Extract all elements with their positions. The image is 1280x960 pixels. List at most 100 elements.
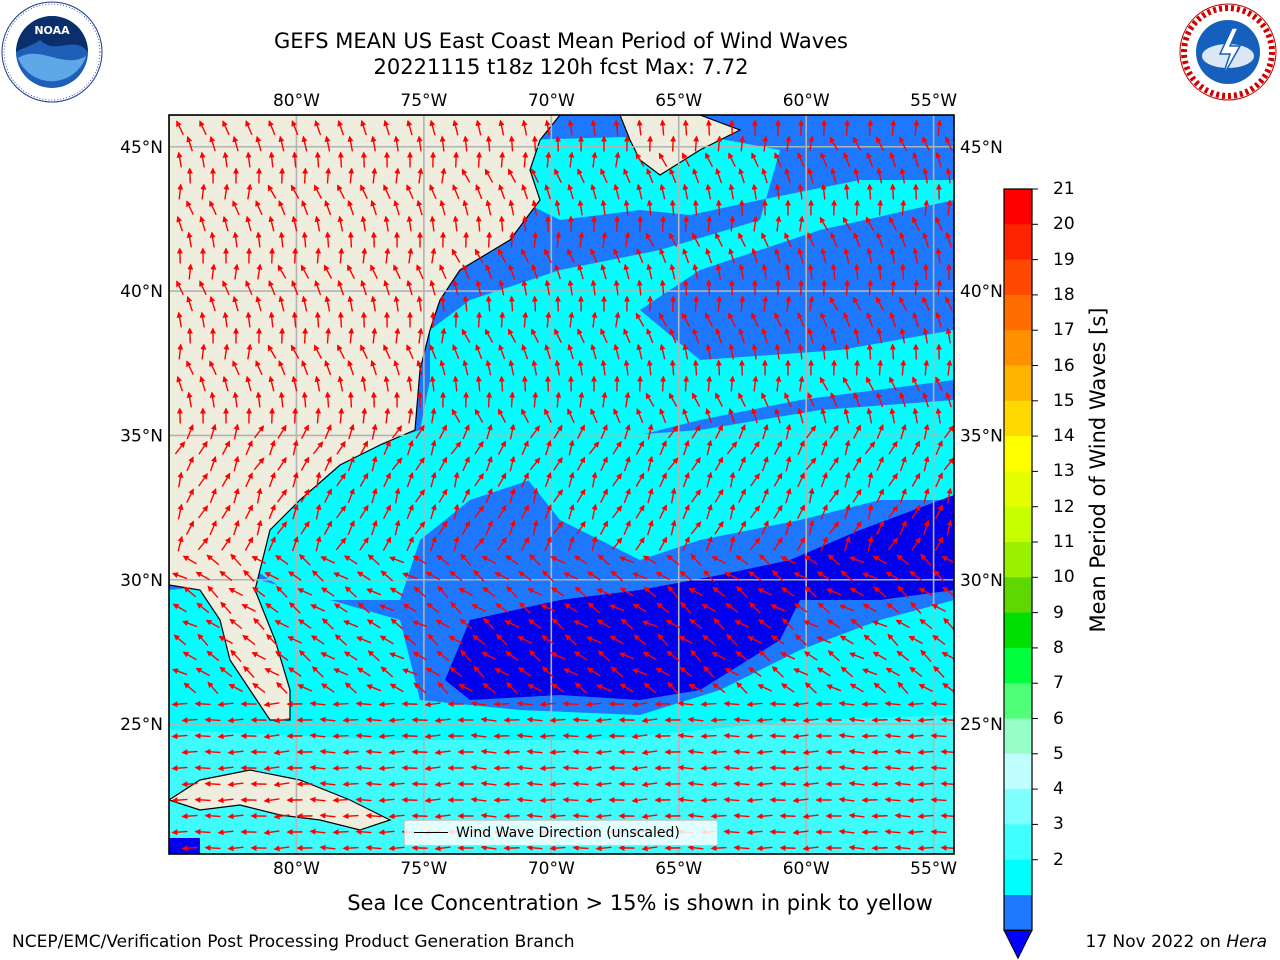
wind-arrow: [391, 425, 403, 439]
wind-arrow: [658, 504, 668, 520]
wind-arrow: [819, 216, 829, 231]
colorbar-tick-label: 8: [1053, 637, 1064, 658]
wind-arrow: [573, 555, 588, 565]
wind-arrow: [223, 343, 230, 360]
wind-arrow: [912, 376, 920, 392]
wind-arrow: [452, 215, 459, 232]
wind-arrow: [568, 439, 575, 456]
wind-arrow: [347, 455, 355, 472]
wind-arrow: [945, 231, 952, 248]
wind-arrow: [554, 263, 561, 280]
wind-arrow: [807, 263, 814, 280]
wind-arrow: [451, 408, 461, 423]
wind-arrow: [452, 184, 460, 200]
colorbar-tick-label: 3: [1053, 814, 1064, 835]
wind-arrow: [394, 167, 401, 184]
wind-arrow: [820, 472, 828, 488]
wind-arrow: [389, 556, 405, 564]
wind-arrow: [647, 135, 654, 152]
wind-arrow: [624, 391, 631, 408]
colorbar-tick-label: 10: [1053, 567, 1075, 588]
wind-arrow: [913, 279, 920, 296]
wind-arrow: [359, 440, 369, 455]
wind-arrow: [275, 555, 289, 565]
wind-arrow: [453, 471, 460, 488]
wind-arrow: [877, 359, 884, 376]
wind-arrow: [232, 391, 239, 408]
wind-arrow: [821, 439, 828, 456]
wind-arrow: [324, 456, 332, 472]
wind-arrow: [346, 264, 356, 280]
wind-arrow: [314, 375, 321, 392]
wind-arrow: [233, 455, 240, 472]
wind-arrow: [922, 167, 929, 184]
wind-arrow: [670, 487, 677, 504]
wind-arrow: [645, 232, 655, 247]
wind-arrow: [194, 732, 211, 739]
wind-arrow: [493, 765, 510, 772]
wind-arrow: [406, 504, 414, 520]
wind-arrow: [532, 519, 539, 536]
wind-arrow: [935, 407, 942, 424]
wind-arrow: [681, 152, 691, 167]
wind-arrow: [407, 247, 414, 264]
wind-arrow: [820, 183, 827, 200]
wind-arrow: [567, 408, 575, 424]
wind-arrow: [887, 537, 899, 551]
wind-arrow: [683, 375, 690, 392]
wind-arrow: [176, 215, 183, 232]
land-cuba: [169, 769, 392, 831]
wind-arrow: [508, 295, 515, 312]
wind-arrow: [415, 424, 425, 439]
wind-arrow: [751, 407, 758, 424]
wind-arrow: [750, 440, 760, 455]
wind-arrow: [784, 327, 791, 344]
wind-arrow: [550, 556, 566, 564]
wind-arrow: [194, 764, 211, 771]
wind-arrow: [646, 359, 653, 376]
wind-arrow: [899, 327, 906, 344]
colorbar-segment: [1004, 189, 1032, 225]
wind-arrow: [255, 360, 263, 376]
colorbar-tick-label: 19: [1053, 249, 1075, 270]
wind-arrow: [829, 489, 839, 503]
wind-arrow: [544, 248, 552, 264]
wind-arrow: [861, 733, 878, 740]
wind-arrow: [936, 279, 943, 296]
wind-arrow: [391, 457, 403, 471]
wind-arrow: [233, 487, 240, 504]
wind-arrow: [245, 472, 253, 488]
wind-arrow: [864, 441, 876, 455]
wind-arrow: [475, 119, 482, 136]
wind-arrow: [682, 343, 689, 360]
legend: Wind Wave Direction (unscaled): [404, 820, 718, 846]
wind-arrow: [738, 359, 745, 376]
wind-arrow: [691, 392, 701, 407]
wind-arrow: [682, 248, 690, 264]
wind-arrow: [876, 424, 884, 440]
wind-arrow: [453, 311, 460, 328]
wind-arrow: [829, 136, 839, 151]
wind-arrow: [233, 263, 240, 280]
wind-arrow: [503, 749, 520, 756]
wind-arrow: [738, 456, 746, 472]
wind-arrow: [612, 473, 622, 487]
wind-arrow: [315, 471, 322, 488]
wind-arrow: [912, 407, 919, 424]
wind-arrow: [553, 456, 563, 471]
wind-arrow: [729, 503, 736, 520]
wind-arrow: [360, 119, 367, 136]
wind-arrow: [913, 119, 920, 136]
wind-arrow: [562, 700, 579, 707]
wind-arrow: [186, 424, 194, 440]
wind-arrow: [912, 311, 919, 328]
wind-arrow: [691, 424, 701, 439]
wind-arrow: [461, 520, 471, 535]
wind-arrow: [761, 263, 768, 280]
wind-arrow: [820, 536, 828, 552]
wind-arrow: [667, 425, 679, 439]
wind-arrow: [572, 780, 589, 787]
wind-arrow: [739, 295, 746, 312]
wind-arrow: [635, 152, 645, 167]
wind-arrow: [749, 537, 761, 551]
